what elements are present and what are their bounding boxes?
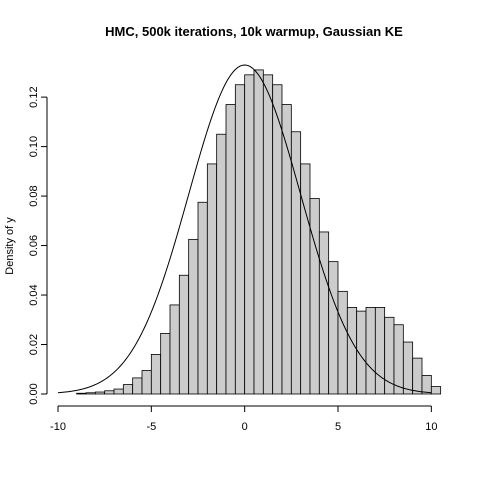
chart-title: HMC, 500k iterations, 10k warmup, Gaussi… bbox=[105, 24, 403, 39]
histogram-bar bbox=[262, 74, 274, 395]
y-tick-label: 0.12 bbox=[28, 86, 40, 107]
histogram-bar bbox=[318, 231, 330, 395]
histogram-bar bbox=[122, 384, 134, 395]
x-tick-label: -10 bbox=[50, 421, 66, 433]
histogram-bar bbox=[412, 357, 423, 395]
y-tick-label: 0.04 bbox=[28, 284, 40, 305]
y-axis: 0.00 0.02 0.04 0.06 0.08 0.10 0.12 bbox=[28, 86, 48, 405]
histogram-bar bbox=[216, 133, 227, 395]
histogram-bar bbox=[76, 392, 87, 395]
histogram-bar bbox=[85, 392, 96, 395]
y-tick-label: 0.00 bbox=[28, 383, 40, 404]
histogram-bar bbox=[169, 304, 180, 395]
histogram-bar bbox=[328, 261, 339, 395]
histogram-bar bbox=[225, 104, 236, 395]
histogram-bar bbox=[421, 375, 432, 395]
histogram-bar bbox=[281, 104, 292, 395]
x-axis: -10 -5 0 5 10 bbox=[50, 405, 437, 433]
histogram-bar bbox=[346, 307, 358, 395]
histogram-bar bbox=[150, 354, 162, 395]
histogram-bar bbox=[113, 388, 124, 395]
histogram-bar bbox=[253, 69, 264, 395]
histogram-bar bbox=[178, 274, 190, 395]
x-tick-label: 5 bbox=[335, 421, 341, 433]
density-curve bbox=[57, 64, 432, 394]
curve-layer bbox=[57, 64, 432, 394]
histogram-bar bbox=[160, 332, 171, 395]
histogram-bar bbox=[244, 74, 255, 395]
histogram-bar bbox=[132, 377, 143, 395]
y-tick-label: 0.10 bbox=[28, 136, 40, 157]
histogram-bar bbox=[188, 238, 199, 395]
x-tick-label: 10 bbox=[425, 421, 437, 433]
histogram-bar bbox=[337, 290, 348, 395]
y-axis-label: Density of y bbox=[4, 217, 16, 275]
histogram-bar bbox=[374, 307, 386, 395]
histogram-bar bbox=[365, 307, 376, 395]
histogram-bar bbox=[94, 391, 106, 395]
histogram-bar bbox=[141, 370, 152, 395]
histogram-bar bbox=[234, 84, 246, 395]
histogram-bar bbox=[430, 386, 442, 395]
histogram-bar bbox=[206, 163, 218, 395]
histogram-bar bbox=[272, 84, 283, 395]
histogram-bar bbox=[393, 324, 404, 395]
histogram-bar bbox=[309, 198, 320, 395]
bars-layer bbox=[76, 69, 442, 395]
histogram-bar bbox=[290, 131, 302, 395]
x-tick-label: 0 bbox=[242, 421, 248, 433]
histogram-bar bbox=[402, 341, 414, 395]
histogram-bar bbox=[104, 390, 115, 395]
y-tick-label: 0.06 bbox=[28, 235, 40, 256]
y-tick-label: 0.02 bbox=[28, 334, 40, 355]
histogram-bar bbox=[197, 201, 208, 395]
y-tick-label: 0.08 bbox=[28, 185, 40, 206]
x-tick-label: -5 bbox=[146, 421, 156, 433]
